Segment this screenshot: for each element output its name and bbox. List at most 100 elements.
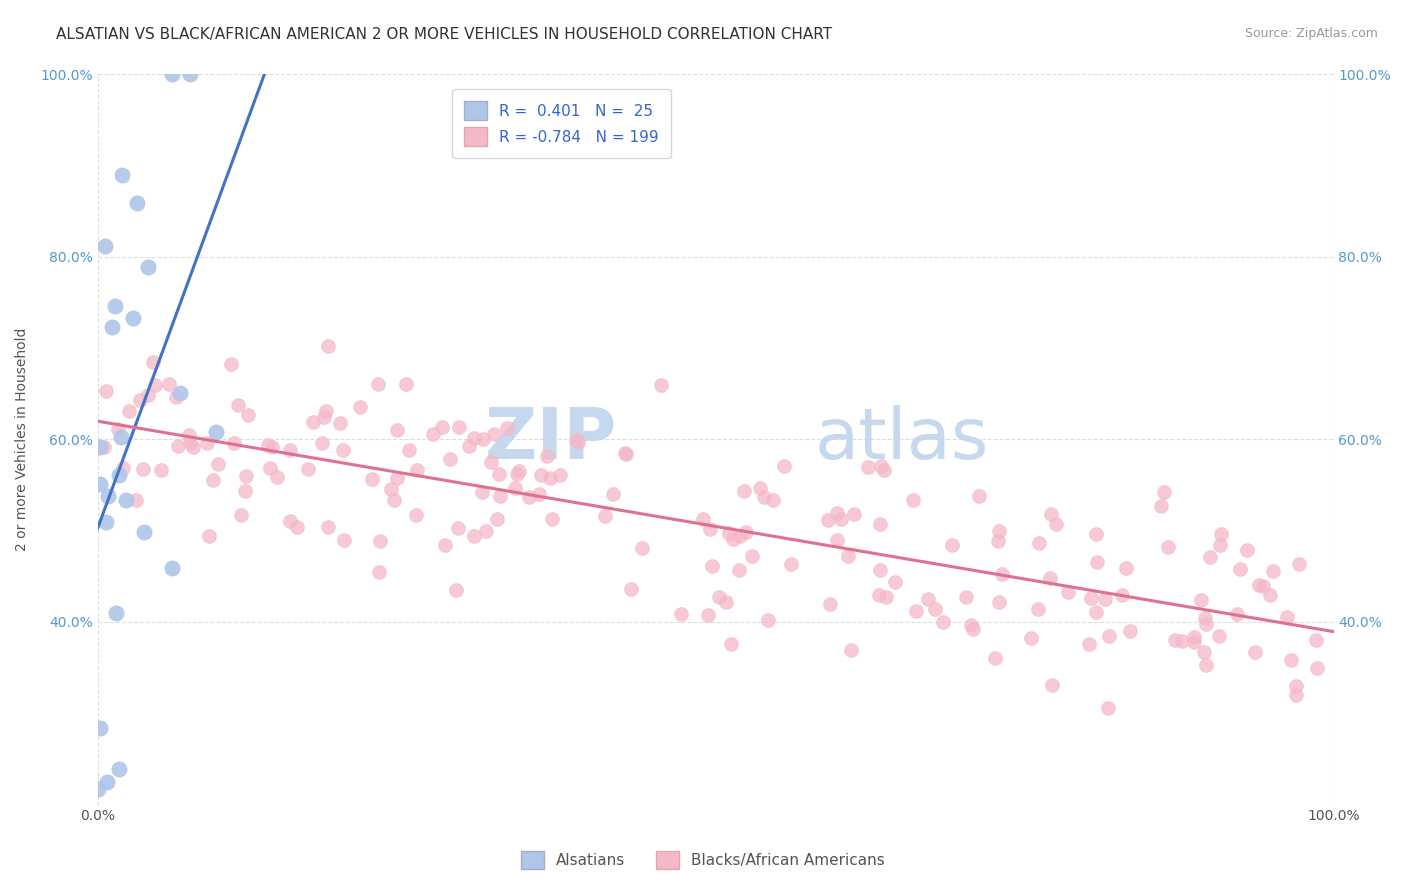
Point	[924, 602, 946, 616]
Point	[630, 541, 652, 555]
Point	[1261, 564, 1284, 578]
Point	[1195, 657, 1218, 672]
Point	[110, 430, 132, 444]
Point	[1045, 517, 1067, 532]
Point	[112, 460, 135, 475]
Point	[280, 514, 302, 528]
Point	[727, 563, 749, 577]
Point	[967, 490, 990, 504]
Point	[1026, 601, 1049, 615]
Point	[754, 490, 776, 504]
Point	[1305, 633, 1327, 648]
Point	[721, 533, 744, 547]
Point	[235, 483, 257, 498]
Point	[370, 534, 392, 549]
Point	[207, 457, 229, 471]
Point	[868, 588, 890, 602]
Point	[179, 436, 201, 450]
Point	[699, 522, 721, 536]
Point	[517, 490, 540, 504]
Point	[385, 471, 408, 485]
Point	[398, 443, 420, 458]
Point	[463, 529, 485, 543]
Point	[127, 195, 149, 210]
Point	[780, 557, 803, 571]
Point	[1157, 540, 1180, 554]
Point	[817, 513, 839, 527]
Point	[538, 471, 561, 485]
Point	[869, 517, 891, 532]
Point	[984, 650, 1007, 665]
Point	[602, 487, 624, 501]
Point	[1085, 555, 1108, 569]
Point	[856, 460, 879, 475]
Point	[1244, 645, 1267, 659]
Point	[1182, 635, 1205, 649]
Point	[302, 415, 325, 429]
Point	[266, 470, 288, 484]
Point	[368, 565, 391, 579]
Point	[1057, 585, 1080, 599]
Point	[179, 67, 201, 81]
Point	[446, 521, 468, 535]
Point	[692, 512, 714, 526]
Point	[475, 524, 498, 538]
Point	[1115, 561, 1137, 575]
Point	[1111, 588, 1133, 602]
Point	[503, 481, 526, 495]
Point	[650, 378, 672, 392]
Point	[430, 419, 453, 434]
Point	[385, 424, 408, 438]
Point	[463, 431, 485, 445]
Point	[167, 438, 190, 452]
Point	[1306, 661, 1329, 675]
Point	[142, 354, 165, 368]
Point	[136, 260, 159, 274]
Point	[488, 489, 510, 503]
Point	[118, 404, 141, 418]
Point	[837, 549, 859, 563]
Point	[1080, 591, 1102, 605]
Text: ZIP: ZIP	[485, 405, 617, 474]
Point	[201, 473, 224, 487]
Point	[433, 538, 456, 552]
Point	[818, 597, 841, 611]
Point	[941, 538, 963, 552]
Point	[987, 533, 1010, 548]
Point	[748, 481, 770, 495]
Point	[280, 443, 302, 458]
Point	[89, 721, 111, 735]
Point	[869, 563, 891, 577]
Point	[1021, 631, 1043, 645]
Point	[1285, 679, 1308, 693]
Point	[987, 595, 1010, 609]
Point	[222, 435, 245, 450]
Point	[104, 299, 127, 313]
Point	[97, 489, 120, 503]
Point	[1285, 688, 1308, 702]
Point	[564, 434, 586, 448]
Point	[1084, 605, 1107, 619]
Point	[839, 642, 862, 657]
Point	[219, 357, 242, 371]
Point	[471, 485, 494, 500]
Point	[869, 459, 891, 474]
Point	[329, 417, 352, 431]
Point	[136, 387, 159, 401]
Point	[567, 435, 589, 450]
Point	[169, 385, 191, 400]
Text: atlas: atlas	[814, 405, 988, 474]
Point	[720, 637, 742, 651]
Point	[96, 775, 118, 789]
Point	[707, 591, 730, 605]
Point	[614, 447, 637, 461]
Point	[1028, 536, 1050, 550]
Point	[315, 404, 337, 418]
Point	[962, 622, 984, 636]
Text: Source: ZipAtlas.com: Source: ZipAtlas.com	[1244, 27, 1378, 40]
Point	[735, 525, 758, 540]
Point	[115, 492, 138, 507]
Point	[614, 446, 637, 460]
Point	[143, 378, 166, 392]
Point	[125, 492, 148, 507]
